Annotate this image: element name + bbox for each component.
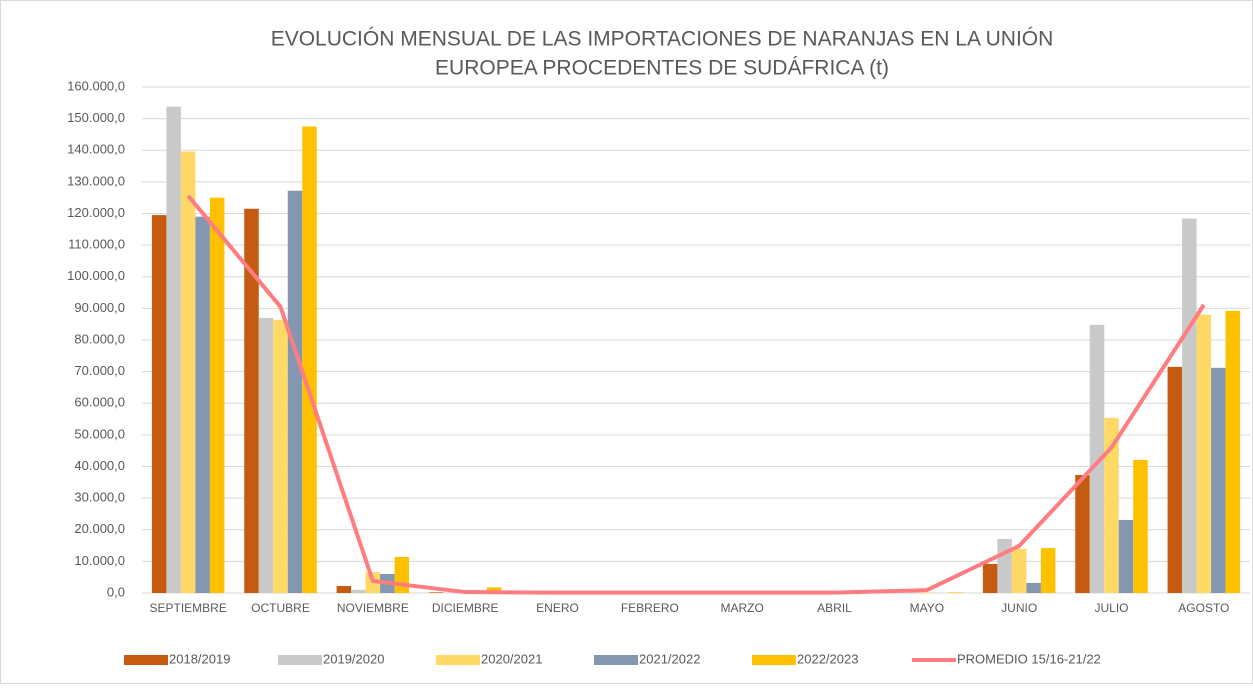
y-tick-label: 140.000,0 xyxy=(67,142,125,157)
y-tick-label: 120.000,0 xyxy=(67,205,125,220)
y-tick-label: 80.000,0 xyxy=(74,331,125,346)
x-tick-label: JUNIO xyxy=(1001,601,1037,615)
bar xyxy=(1197,315,1212,593)
chart-title: EUROPEA PROCEDENTES DE SUDÁFRICA (t) xyxy=(435,57,889,80)
bar xyxy=(920,592,935,593)
y-tick-label: 10.000,0 xyxy=(74,553,125,568)
y-tick-label: 100.000,0 xyxy=(67,268,125,283)
bar xyxy=(210,198,225,593)
bar xyxy=(1133,460,1148,593)
y-tick-label: 130.000,0 xyxy=(67,173,125,188)
bar xyxy=(273,320,288,593)
bar xyxy=(949,592,964,593)
bar xyxy=(1226,311,1241,593)
legend-label: 2020/2021 xyxy=(481,651,542,666)
bar xyxy=(302,127,317,593)
bar xyxy=(337,586,352,593)
x-tick-label: JULIO xyxy=(1094,601,1128,615)
bar xyxy=(997,539,1012,593)
x-tick-label: MARZO xyxy=(720,601,763,615)
legend-label: 2022/2023 xyxy=(797,651,858,666)
x-tick-label: SEPTIEMBRE xyxy=(149,601,226,615)
x-tick-label: OCTUBRE xyxy=(251,601,310,615)
legend-swatch xyxy=(124,655,168,665)
legend-label: 2019/2020 xyxy=(323,651,384,666)
x-tick-label: FEBRERO xyxy=(621,601,679,615)
bar xyxy=(1041,548,1056,593)
bar xyxy=(152,215,167,593)
bar xyxy=(1182,219,1197,593)
bar xyxy=(1026,583,1041,593)
bar xyxy=(181,152,196,593)
bar xyxy=(1119,520,1134,593)
bar xyxy=(429,592,444,593)
x-tick-label: AGOSTO xyxy=(1178,601,1229,615)
legend-label: 2021/2022 xyxy=(639,651,700,666)
bar xyxy=(1168,367,1183,593)
y-tick-label: 110.000,0 xyxy=(68,237,125,252)
x-tick-label: DICIEMBRE xyxy=(432,601,499,615)
y-tick-label: 150.000,0 xyxy=(67,110,125,125)
x-tick-label: ABRIL xyxy=(817,601,852,615)
y-tick-label: 30.000,0 xyxy=(74,490,125,505)
chart-title: EVOLUCIÓN MENSUAL DE LAS IMPORTACIONES D… xyxy=(271,28,1054,51)
legend-label: 2018/2019 xyxy=(169,651,230,666)
bar xyxy=(288,191,303,593)
legend-swatch xyxy=(594,655,638,665)
bar xyxy=(1211,368,1226,593)
bar xyxy=(983,564,998,593)
bar xyxy=(1012,549,1027,593)
bar xyxy=(195,217,210,593)
y-tick-label: 0,0 xyxy=(107,584,125,599)
y-tick-label: 70.000,0 xyxy=(74,363,125,378)
x-tick-label: NOVIEMBRE xyxy=(337,601,409,615)
x-tick-label: MAYO xyxy=(910,601,944,615)
x-tick-label: ENERO xyxy=(536,601,579,615)
legend-swatch xyxy=(278,655,322,665)
bar xyxy=(351,590,366,593)
y-tick-label: 20.000,0 xyxy=(74,521,125,536)
legend-label: PROMEDIO 15/16-21/22 xyxy=(957,651,1101,666)
bar xyxy=(395,557,410,593)
bar xyxy=(1075,475,1090,593)
legend-swatch xyxy=(752,655,796,665)
bar xyxy=(166,107,181,593)
y-tick-label: 90.000,0 xyxy=(74,300,125,315)
bar xyxy=(259,318,274,593)
legend-swatch xyxy=(436,655,480,665)
y-tick-label: 50.000,0 xyxy=(74,426,125,441)
y-tick-label: 40.000,0 xyxy=(74,458,125,473)
y-tick-label: 160.000,0 xyxy=(67,78,125,93)
y-tick-label: 60.000,0 xyxy=(74,395,125,410)
